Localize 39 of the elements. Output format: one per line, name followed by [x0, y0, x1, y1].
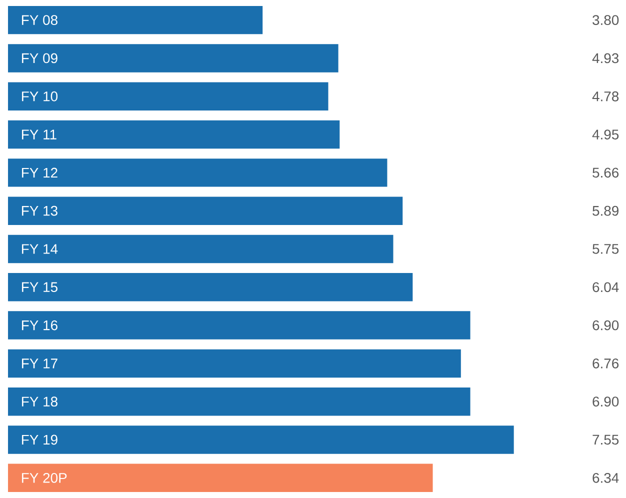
- data-label: 4.95: [592, 130, 619, 140]
- bar: [8, 196, 403, 225]
- data-label: 6.34: [592, 472, 619, 483]
- bar: [8, 234, 394, 264]
- bar: [8, 349, 461, 378]
- y-tick-label: FY 11: [22, 130, 56, 140]
- bar: [8, 120, 340, 149]
- data-label: 6.04: [592, 282, 619, 292]
- data-label: 4.93: [592, 53, 619, 64]
- data-label: 6.90: [592, 396, 619, 407]
- bar: [8, 311, 470, 340]
- bar: [8, 426, 514, 454]
- data-label: 4.78: [592, 91, 619, 102]
- data-label: 5.89: [592, 206, 618, 216]
- data-label: 3.80: [592, 15, 619, 26]
- y-tick-label: FY 12: [22, 168, 58, 178]
- bar: [8, 387, 470, 416]
- y-tick-label: FY 19: [22, 434, 58, 445]
- bar: [8, 44, 338, 72]
- bar: [8, 158, 388, 187]
- bar: [8, 464, 433, 492]
- y-tick-label: FY 09: [22, 53, 58, 64]
- data-label: 7.55: [592, 434, 619, 445]
- y-tick-label: FY 13: [22, 206, 58, 216]
- bar: [8, 273, 413, 302]
- y-tick-label: FY 18: [22, 396, 58, 407]
- y-tick-label: FY 20P: [22, 472, 67, 483]
- y-tick-label: FY 15: [22, 282, 58, 292]
- data-label: 5.66: [592, 168, 619, 178]
- bar: [8, 6, 263, 34]
- data-label: 6.76: [592, 358, 619, 368]
- y-tick-label: FY 08: [22, 15, 58, 26]
- data-label: 6.90: [592, 320, 619, 330]
- y-tick-label: FY 14: [22, 244, 58, 254]
- y-tick-label: FY 16: [22, 320, 58, 330]
- data-label: 5.75: [592, 244, 619, 254]
- y-tick-label: FY 10: [22, 91, 58, 102]
- y-tick-label: FY 17: [22, 358, 58, 368]
- bar: [8, 82, 328, 110]
